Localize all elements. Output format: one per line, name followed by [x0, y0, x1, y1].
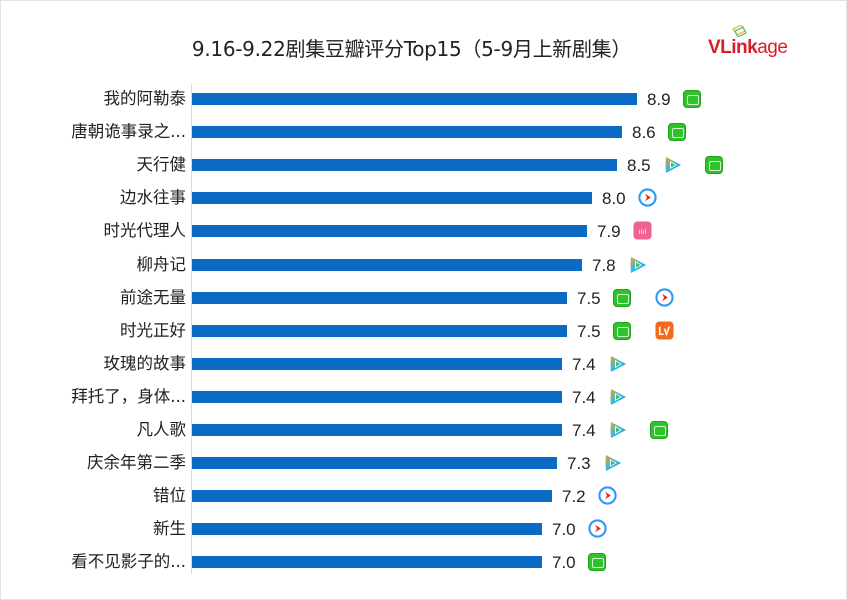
category-label: 错位 [153, 486, 186, 506]
iqiyi-icon [613, 321, 631, 340]
value-label: 7.4 [572, 421, 596, 440]
category-label: 拜托了，身体... [71, 386, 186, 406]
category-label: 玫瑰的故事 [103, 353, 187, 373]
mango-tv-icon [655, 321, 674, 340]
value-label: 7.0 [552, 553, 576, 573]
bar-row: 时光正好 7.5 [0, 314, 847, 347]
bilibili-icon: ılıl [633, 221, 652, 240]
chart-title: 9.16-9.22剧集豆瓣评分Top15（5-9月上新剧集） [0, 33, 847, 62]
value-label: 7.4 [572, 387, 596, 407]
value-label: 8.9 [647, 90, 671, 109]
bar-row: 天行健 8.5 [0, 148, 847, 181]
youku-icon [638, 188, 657, 207]
svg-text:ılıl: ılıl [639, 228, 647, 236]
bar-row: 玫瑰的故事 7.4 [0, 347, 847, 380]
category-label: 时光正好 [120, 320, 186, 340]
category-label: 看不见影子的... [71, 552, 186, 572]
value-label: 7.8 [592, 255, 616, 275]
bar-row: 庆余年第二季 7.3 [0, 446, 847, 479]
value-label: 7.5 [577, 288, 601, 308]
iqiyi-icon [588, 553, 606, 572]
bar [192, 291, 567, 304]
tencent-video-icon [663, 155, 681, 174]
bar-row: 时光代理人 7.9 ılıl [0, 214, 847, 247]
youku-icon [588, 519, 607, 538]
value-label: 7.4 [572, 354, 596, 374]
bar [192, 126, 622, 139]
bar [192, 490, 552, 503]
bar-row: 前途无量 7.5 [0, 281, 847, 314]
bar-row: 我的阿勒泰 8.9 [0, 82, 847, 115]
category-label: 边水往事 [120, 188, 186, 208]
value-label: 7.2 [562, 487, 586, 507]
bar-row: 凡人歌 7.4 [0, 413, 847, 446]
bar [192, 159, 617, 172]
bar [192, 258, 582, 271]
tencent-video-icon [628, 255, 646, 273]
bar [192, 357, 562, 370]
category-label: 我的阿勒泰 [103, 89, 187, 108]
bar [192, 390, 562, 403]
tencent-video-icon [608, 354, 626, 372]
bar-row: 柳舟记 7.8 [0, 248, 847, 281]
category-label: 唐朝诡事录之... [71, 122, 186, 142]
bar [192, 225, 587, 238]
bar-row: 错位 7.2 [0, 479, 847, 512]
value-label: 7.0 [552, 520, 576, 540]
value-label: 8.6 [632, 123, 656, 143]
bar-row: 看不见影子的... 7.0 [0, 545, 847, 578]
iqiyi-icon [683, 90, 701, 108]
bar-row: 唐朝诡事录之... 8.6 [0, 115, 847, 148]
bar [192, 324, 567, 337]
value-label: 8.0 [602, 189, 626, 209]
value-label: 7.9 [597, 222, 621, 242]
iqiyi-icon [705, 156, 723, 175]
bar-row: 拜托了，身体... 7.4 [0, 380, 847, 413]
iqiyi-icon [650, 421, 668, 439]
bar [192, 93, 637, 105]
bar-row: 边水往事 8.0 [0, 181, 847, 214]
youku-icon [598, 486, 617, 505]
tencent-video-icon [608, 387, 626, 405]
category-label: 柳舟记 [136, 254, 187, 274]
bar [192, 457, 557, 470]
iqiyi-icon [613, 288, 631, 307]
category-label: 新生 [153, 519, 186, 539]
vlinkage-logo: VLinkage [708, 25, 798, 65]
bar [192, 424, 562, 436]
bar [192, 556, 542, 569]
category-label: 时光代理人 [103, 221, 187, 241]
logo-mark-icon [732, 25, 747, 37]
iqiyi-icon [668, 123, 686, 142]
logo-text: VLinkage [708, 37, 788, 58]
chart-title-text: 9.16-9.22剧集豆瓣评分Top15（5-9月上新剧集） [191, 37, 632, 61]
y-axis-line [191, 84, 192, 574]
category-label: 前途无量 [120, 287, 186, 307]
value-label: 8.5 [627, 156, 651, 176]
category-label: 天行健 [136, 155, 187, 175]
value-label: 7.5 [577, 321, 601, 341]
value-label: 7.3 [567, 454, 591, 474]
tencent-video-icon [603, 453, 621, 472]
tencent-video-icon [608, 420, 626, 438]
bar [192, 192, 592, 205]
youku-icon [655, 287, 674, 307]
bar-row: 新生 7.0 [0, 512, 847, 545]
bar [192, 523, 542, 536]
category-label: 凡人歌 [136, 420, 187, 439]
category-label: 庆余年第二季 [87, 453, 186, 473]
